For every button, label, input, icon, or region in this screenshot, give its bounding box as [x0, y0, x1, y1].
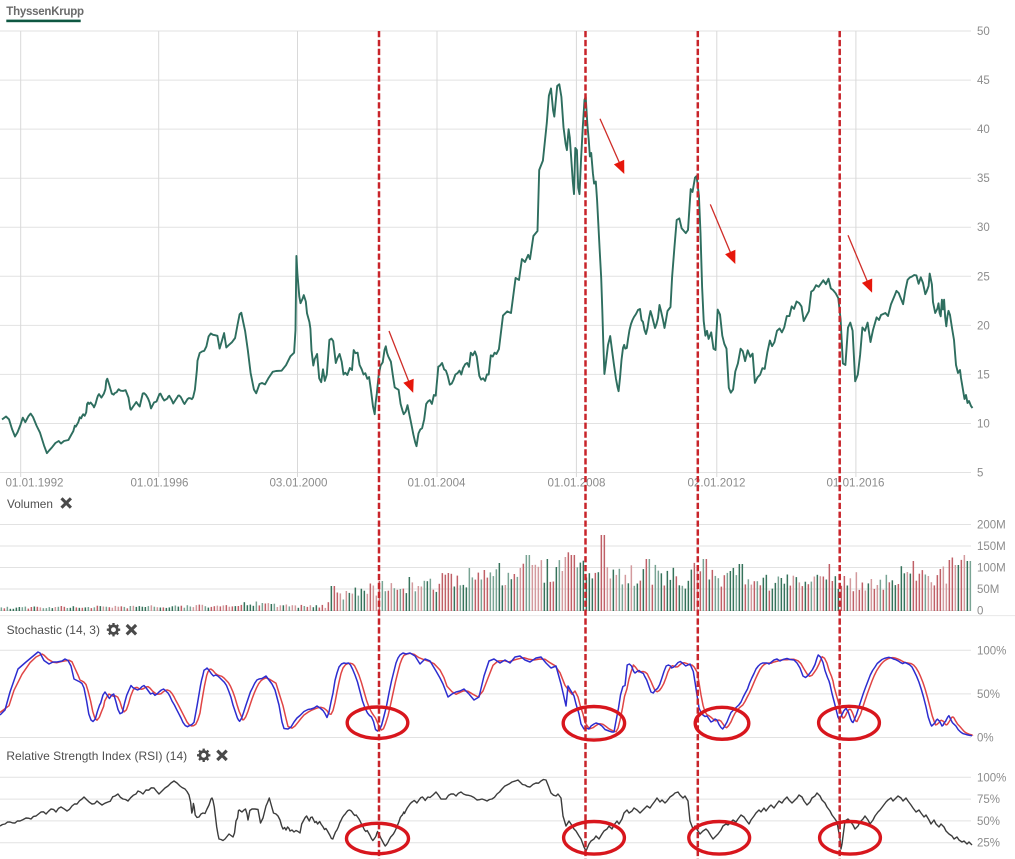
- svg-text:15: 15: [977, 369, 990, 381]
- svg-text:30: 30: [977, 222, 990, 234]
- svg-text:75%: 75%: [977, 794, 1000, 806]
- svg-text:01.01.1992: 01.01.1992: [5, 477, 63, 490]
- svg-text:01.01.2016: 01.01.2016: [826, 477, 884, 490]
- svg-text:25: 25: [977, 271, 990, 283]
- svg-text:100%: 100%: [977, 645, 1006, 657]
- svg-text:45: 45: [977, 75, 990, 87]
- svg-text:200M: 200M: [977, 520, 1006, 532]
- svg-text:02.01.2012: 02.01.2012: [687, 477, 745, 490]
- svg-text:20: 20: [977, 320, 990, 332]
- svg-text:10: 10: [977, 418, 990, 430]
- svg-text:50M: 50M: [977, 584, 999, 596]
- svg-text:01.01.2004: 01.01.2004: [407, 477, 466, 490]
- svg-text:Volumen: Volumen: [7, 497, 53, 511]
- svg-text:01.01.1996: 01.01.1996: [130, 477, 188, 490]
- svg-text:150M: 150M: [977, 541, 1006, 553]
- svg-text:25%: 25%: [977, 838, 1000, 850]
- svg-text:50: 50: [977, 26, 990, 38]
- svg-text:Stochastic (14, 3): Stochastic (14, 3): [7, 623, 100, 637]
- svg-text:5: 5: [977, 468, 983, 480]
- svg-text:40: 40: [977, 124, 990, 136]
- svg-text:50%: 50%: [977, 689, 1000, 701]
- svg-text:100%: 100%: [977, 772, 1006, 784]
- svg-text:Relative Strength Index (RSI): Relative Strength Index (RSI) (14): [6, 749, 187, 763]
- svg-text:50%: 50%: [977, 816, 1000, 828]
- svg-text:01.01.2008: 01.01.2008: [547, 477, 605, 490]
- svg-text:0: 0: [977, 606, 983, 618]
- svg-text:35: 35: [977, 173, 990, 185]
- svg-text:ThyssenKrupp: ThyssenKrupp: [6, 6, 84, 18]
- svg-text:03.01.2000: 03.01.2000: [269, 477, 327, 490]
- svg-text:0%: 0%: [977, 733, 994, 745]
- svg-text:100M: 100M: [977, 563, 1006, 575]
